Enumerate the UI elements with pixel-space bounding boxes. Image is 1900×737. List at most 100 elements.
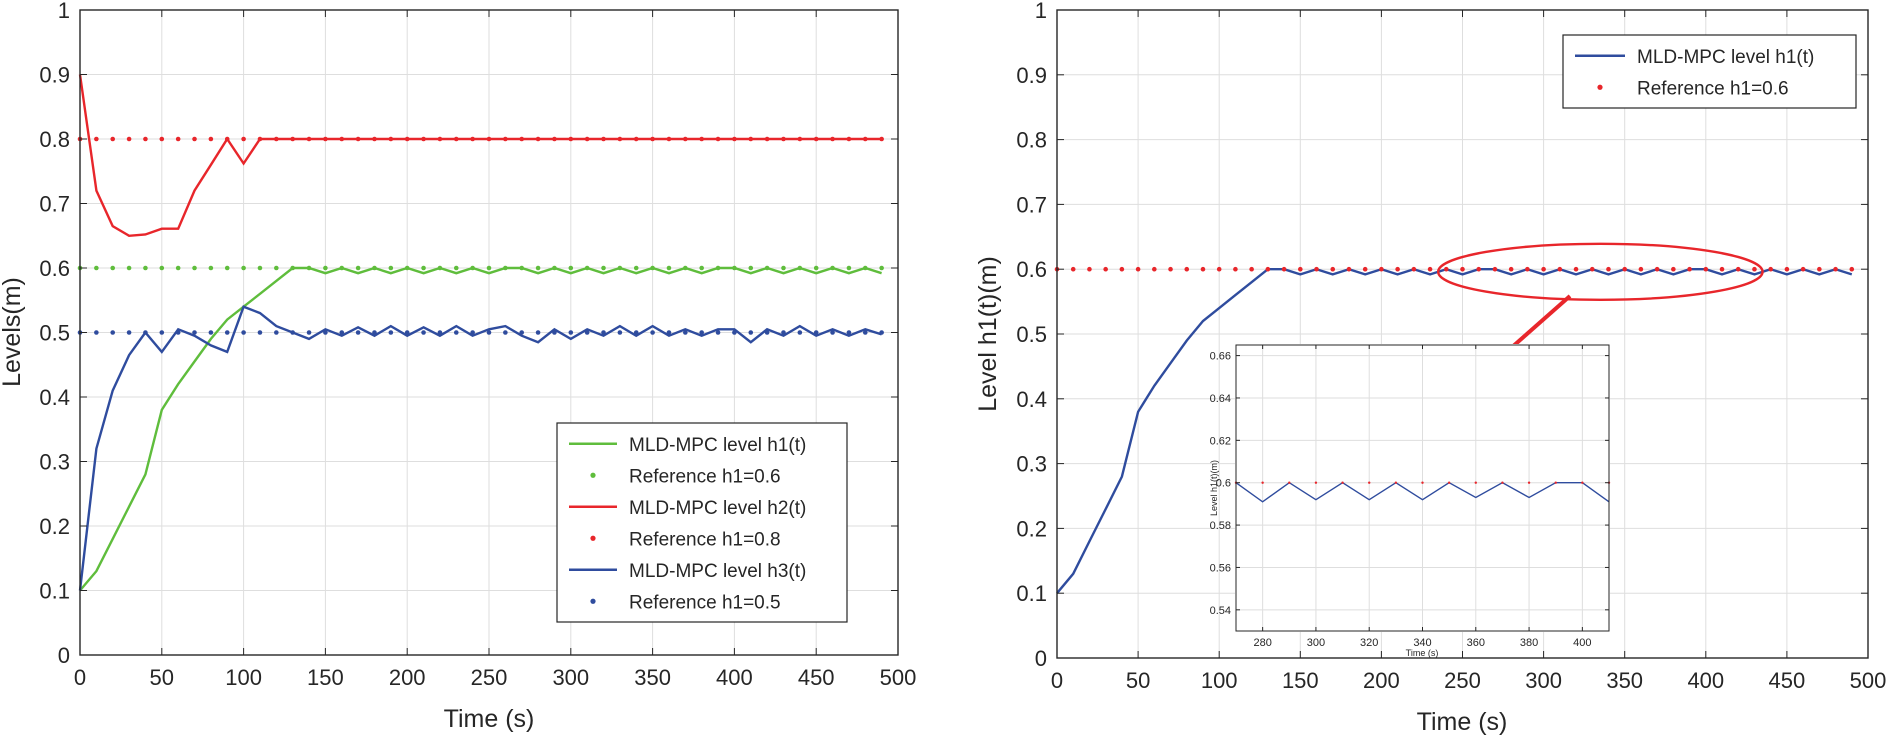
data-point-reference-h1-0-6: [1447, 481, 1451, 484]
data-point-reference-h1-0-5: [224, 330, 230, 335]
y-tick-label: 0.6: [1216, 478, 1231, 490]
y-tick-label: 0.1: [39, 579, 70, 604]
y-tick-label: 0.2: [39, 514, 70, 539]
x-tick-label: 350: [1606, 668, 1643, 693]
y-tick-label: 0.4: [1016, 387, 1047, 412]
left-chart: 0 50 100 150 200 250 300 350 400 450 500 0 0.1 0.2 0.3…: [0, 0, 916, 733]
y-tick-label: 0.4: [39, 385, 70, 410]
data-point-reference-h1-0-6: [1671, 266, 1676, 272]
data-point-reference-h1-0-6: [470, 265, 475, 271]
data-point-reference-h1-0-6: [1087, 266, 1092, 272]
data-point-reference-h1-0-6: [584, 265, 590, 271]
data-point-reference-h1-0-6: [732, 265, 737, 271]
data-point-reference-h1-0-6: [846, 265, 852, 271]
data-point-reference-h1-0-6: [1249, 266, 1254, 272]
data-point-reference-h1-0-6: [862, 265, 868, 271]
data-point-reference-h1-0-6: [486, 265, 492, 271]
right-y-axis-label: Level h1(t)(m): [974, 256, 1002, 412]
x-tick-label: 300: [1307, 637, 1325, 649]
left-x-axis-label: Time (s): [444, 705, 535, 733]
data-point-reference-h1-0-8: [584, 136, 590, 142]
data-point-reference-h1-0-6: [1346, 266, 1352, 272]
legend-box: [556, 422, 848, 623]
data-point-reference-h1-0-6: [1573, 266, 1579, 272]
x-tick-label: 50: [1126, 668, 1150, 693]
data-point-reference-h1-0-8: [306, 136, 312, 142]
data-point-reference-h1-0-8: [862, 136, 868, 142]
data-point-reference-h1-0-6: [568, 265, 574, 271]
data-point-reference-h1-0-5: [584, 330, 590, 335]
data-point-reference-h1-0-6: [879, 265, 884, 271]
data-point-reference-h1-0-5: [323, 330, 328, 335]
y-tick-label: 0.2: [1016, 516, 1047, 541]
data-point-reference-h1-0-8: [503, 136, 508, 142]
data-point-reference-h1-0-5: [421, 330, 426, 335]
data-point-reference-h1-0-6: [143, 265, 148, 271]
legend-entry-label: Reference h1=0.6: [629, 466, 781, 487]
data-point-reference-h1-0-6: [1314, 266, 1319, 272]
data-point-reference-h1-0-6: [1411, 266, 1417, 272]
data-point-reference-h1-0-6: [421, 265, 426, 271]
data-point-reference-h1-0-6: [1314, 481, 1318, 484]
data-point-reference-h1-0-6: [1298, 266, 1303, 272]
data-point-reference-h1-0-6: [1508, 266, 1514, 272]
data-point-reference-h1-0-6: [241, 265, 246, 271]
data-point-reference-h1-0-6: [306, 265, 312, 271]
data-point-reference-h1-0-6: [1119, 266, 1125, 272]
data-point-reference-h1-0-6: [1265, 266, 1271, 272]
y-tick-label: 0.6: [1016, 257, 1047, 282]
data-point-reference-h1-0-6: [1281, 266, 1287, 272]
series-line-mld-mpc-level-h1-t: [79, 266, 882, 592]
data-point-reference-h1-0-6: [764, 265, 770, 271]
data-point-reference-h1-0-6: [1525, 266, 1530, 272]
legend-dot-swatch: [1597, 84, 1603, 90]
data-point-reference-h1-0-6: [748, 265, 754, 271]
data-point-reference-h1-0-5: [732, 330, 737, 335]
y-tick-label: 1: [1035, 0, 1047, 23]
data-point-reference-h1-0-8: [421, 136, 426, 142]
y-tick-label: 0.8: [1016, 128, 1047, 153]
data-point-reference-h1-0-6: [1557, 266, 1563, 272]
data-point-reference-h1-0-6: [1460, 266, 1465, 272]
legend-entry-label: Reference h1=0.5: [629, 592, 781, 613]
x-tick-label: 400: [1573, 637, 1591, 649]
data-point-reference-h1-0-8: [535, 136, 541, 142]
data-point-reference-h1-0-6: [372, 265, 377, 271]
data-point-reference-h1-0-8: [159, 136, 165, 142]
data-point-reference-h1-0-6: [699, 265, 704, 271]
data-point-reference-h1-0-8: [813, 136, 819, 142]
data-point-reference-h1-0-6: [1581, 481, 1584, 484]
data-point-reference-h1-0-6: [1261, 481, 1264, 484]
data-point-reference-h1-0-6: [1541, 266, 1546, 272]
data-point-reference-h1-0-6: [1768, 266, 1773, 272]
y-tick-label: 1: [58, 0, 70, 23]
data-point-reference-h1-0-6: [192, 265, 197, 271]
data-point-reference-h1-0-5: [683, 330, 688, 335]
data-point-reference-h1-0-6: [1103, 266, 1108, 272]
data-point-reference-h1-0-6: [1833, 266, 1838, 272]
data-point-reference-h1-0-8: [601, 136, 606, 142]
data-point-reference-h1-0-8: [830, 136, 835, 142]
data-point-reference-h1-0-5: [470, 330, 475, 335]
data-point-reference-h1-0-6: [1184, 266, 1190, 272]
data-point-reference-h1-0-5: [535, 330, 541, 335]
data-point-reference-h1-0-6: [1784, 266, 1790, 272]
data-point-reference-h1-0-6: [1443, 266, 1449, 272]
data-point-reference-h1-0-6: [208, 265, 214, 271]
data-point-reference-h1-0-6: [797, 265, 803, 271]
data-point-reference-h1-0-6: [1330, 266, 1336, 272]
data-point-reference-h1-0-5: [781, 330, 786, 335]
x-tick-label: 250: [471, 665, 508, 690]
data-point-reference-h1-0-5: [519, 330, 525, 335]
data-point-reference-h1-0-5: [339, 330, 345, 335]
x-tick-label: 340: [1413, 637, 1431, 649]
y-tick-label: 0.64: [1210, 393, 1231, 405]
y-tick-label: 0.54: [1210, 605, 1231, 617]
data-point-reference-h1-0-6: [1427, 266, 1433, 272]
data-point-reference-h1-0-6: [1719, 266, 1725, 272]
data-point-reference-h1-0-5: [764, 330, 770, 335]
data-point-reference-h1-0-8: [879, 136, 884, 142]
x-tick-label: 350: [634, 665, 671, 690]
data-point-reference-h1-0-8: [355, 136, 361, 142]
data-point-reference-h1-0-5: [813, 330, 819, 335]
